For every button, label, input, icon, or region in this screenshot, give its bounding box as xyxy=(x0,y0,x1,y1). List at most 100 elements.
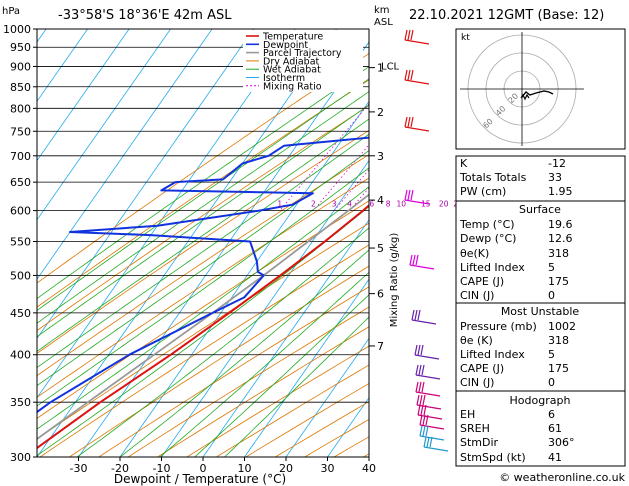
legend-label: Dewpoint xyxy=(263,40,308,51)
wind-barb-flag xyxy=(415,254,419,266)
hodograph-kt-label: kt xyxy=(461,33,470,43)
wind-barb xyxy=(415,364,441,380)
mu-value-pressure: 1002 xyxy=(548,320,576,333)
wind-barb-flag xyxy=(419,425,423,437)
mixing-ratio-label: 10 xyxy=(397,200,407,209)
wind-barb-flag xyxy=(410,69,414,81)
wind-barb-flag xyxy=(411,309,415,321)
wind-barb-shaft xyxy=(404,199,430,205)
wind-barb-flag xyxy=(416,394,420,406)
legend-box xyxy=(243,30,363,92)
dry-adiabat-line xyxy=(37,177,369,398)
mixing-ratio-labels: 12346810152025 xyxy=(277,200,463,209)
mixing-ratio-line xyxy=(279,103,369,211)
mixing-ratio-label: 4 xyxy=(347,200,352,209)
surface-value-thetae: 318 xyxy=(548,247,569,260)
wind-barb xyxy=(404,69,430,85)
mu-label-cin: CIN (J) xyxy=(460,376,494,389)
wind-barb-shaft xyxy=(404,126,430,132)
wind-barb-flag xyxy=(404,116,408,128)
mu-value-cin: 0 xyxy=(548,376,555,389)
wet-adiabat-line xyxy=(37,133,369,369)
temperature-tick-label: 30 xyxy=(321,462,335,475)
pressure-tick-label: 300 xyxy=(10,451,31,464)
wind-barb-flag xyxy=(423,404,427,416)
temperature-tick-label: -10 xyxy=(153,462,171,475)
wet-adiabat-line xyxy=(37,104,369,338)
hpa-label: hPa xyxy=(2,6,20,17)
storm-motion-marker xyxy=(520,93,530,101)
hodograph-info-box xyxy=(455,390,626,467)
wind-barb-shaft xyxy=(415,391,441,397)
pressure-tick-label: 850 xyxy=(10,81,31,94)
isotherm-line xyxy=(37,29,172,221)
wind-barb xyxy=(409,254,435,270)
hodo-value-eh: 6 xyxy=(548,408,555,421)
isotherm-line xyxy=(37,29,89,102)
mu-value-cape: 175 xyxy=(548,362,569,375)
wet-adiabat-line xyxy=(159,271,369,457)
temperature-tick-label: 40 xyxy=(362,462,376,475)
wind-barb-flag xyxy=(422,414,426,426)
surface-label-cin: CIN (J) xyxy=(460,289,494,302)
height-tick-label: 6 xyxy=(377,288,384,301)
wind-barb-flag xyxy=(404,29,408,41)
x-axis-title: Dewpoint / Temperature (°C) xyxy=(114,472,286,486)
wind-barb xyxy=(404,116,430,132)
pressure-tick-label: 350 xyxy=(10,396,31,409)
dry-adiabat-line xyxy=(39,244,369,457)
mixing-ratio-label: 1 xyxy=(277,200,282,209)
wind-barb-shaft xyxy=(416,404,442,410)
mu-value-thetae: 318 xyxy=(548,334,569,347)
mixing-ratio-axis-title: Mixing Ratio (g/kg) xyxy=(389,233,400,328)
height-tick-label: 1 xyxy=(377,62,384,75)
hodo-label-sreh: SREH xyxy=(460,422,490,435)
wind-barb-flag xyxy=(407,189,411,201)
wet-adiabat-line xyxy=(37,206,369,457)
dewpoint-line xyxy=(37,136,369,414)
hodo-value-sreh: 61 xyxy=(548,422,562,435)
isotherm-line xyxy=(244,278,369,457)
mu-title: Most Unstable xyxy=(501,305,580,318)
temperature-tick-label: 10 xyxy=(238,462,252,475)
hodo-label-eh: EH xyxy=(460,408,475,421)
wind-barb-flag xyxy=(422,425,426,437)
wind-barb-shaft xyxy=(414,354,440,360)
most-unstable-box xyxy=(455,302,626,392)
mixing-ratio-label: 2 xyxy=(311,200,316,209)
wind-barb-shaft xyxy=(404,39,430,45)
pressure-tick-label: 750 xyxy=(10,125,31,138)
wet-adiabat-line xyxy=(37,167,369,407)
wind-barb-flag xyxy=(414,344,418,356)
wind-barb-flag xyxy=(404,69,408,81)
wet-adiabat-line xyxy=(224,316,369,457)
wind-barb-shaft xyxy=(411,319,437,325)
surface-table: Surface Temp (°C) 19.6 Dewp (°C) 12.6 θe… xyxy=(459,203,573,302)
isotherm-line xyxy=(37,29,296,399)
wind-barb xyxy=(416,394,442,410)
wind-barb-flag xyxy=(426,436,430,448)
wet-adiabat-line xyxy=(37,91,369,324)
isotherm-line xyxy=(37,29,255,340)
pressure-tick-label: 1000 xyxy=(3,23,31,36)
hodograph-table: Hodograph EH 6 SREH 61 StmDir 306° StmSp… xyxy=(460,394,575,464)
dry-adiabat-line xyxy=(98,286,369,457)
index-value-pw: 1.95 xyxy=(548,185,573,198)
height-tick-label: 4 xyxy=(377,194,384,207)
mu-label-cape: CAPE (J) xyxy=(460,362,504,375)
most-unstable-table: Most Unstable Pressure (mb) 1002 θe (K) … xyxy=(460,305,579,389)
pressure-tick-label: 450 xyxy=(10,307,31,320)
hodo-value-stmspd: 41 xyxy=(548,451,562,464)
legend-label: Parcel Trajectory xyxy=(263,48,342,59)
height-tick-label: 5 xyxy=(377,242,384,255)
location-title: -33°58'S 18°36'E 42m ASL xyxy=(58,8,232,23)
wind-barb xyxy=(423,436,449,452)
surface-value-li: 5 xyxy=(548,261,555,274)
temperature-axis: -30 -20 -10 0 10 20 30 40 xyxy=(70,457,376,475)
sounding-profiles xyxy=(37,136,369,450)
hodo-label-stmspd: StmSpd (kt) xyxy=(460,451,526,464)
wind-barb-shaft xyxy=(409,264,435,270)
wind-barb-flag xyxy=(410,189,414,201)
isotherm-line xyxy=(119,100,369,457)
wind-barb-flag xyxy=(410,116,414,128)
